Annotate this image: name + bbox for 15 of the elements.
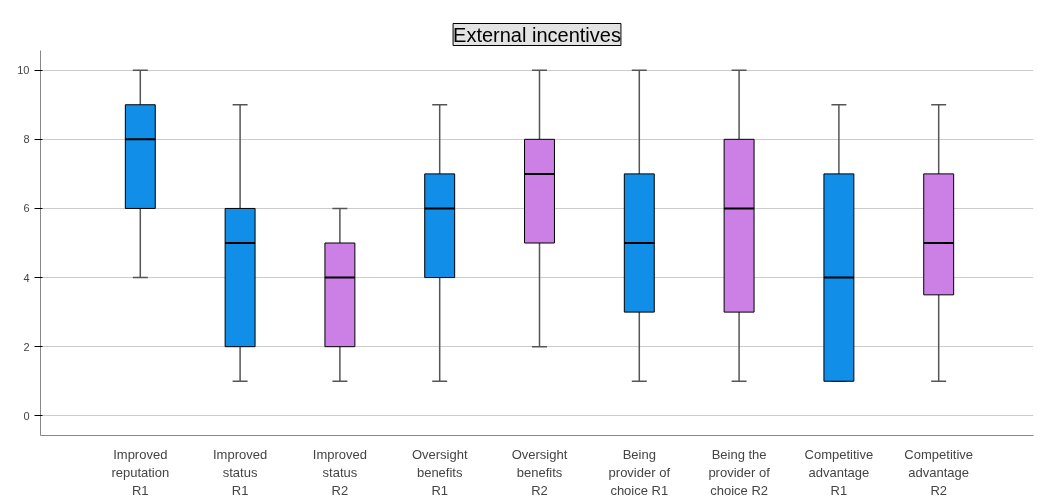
x-tick-label: Improved status R2 [312,446,368,498]
y-tick-label: 10 [17,64,30,77]
x-tick-label: Competitive advantage R2 [904,446,974,498]
y-tick-label: 8 [23,133,30,146]
y-tick-label: 0 [23,409,30,422]
x-tick-label: Improved reputation R1 [111,446,170,498]
x-tick-label: Oversight benefits R2 [511,446,568,498]
x-tick-label: Being the provider of choice R2 [708,446,771,498]
x-tick-label: Oversight benefits R1 [411,446,468,498]
y-tick-label: 2 [23,340,30,353]
y-tick-label: 4 [23,271,30,284]
x-tick-label: Being provider of choice R1 [608,446,671,498]
x-tick-label: Improved status R1 [213,446,268,498]
y-tick-label: 6 [23,202,30,215]
x-tick-label: Competitive advantage R1 [804,446,874,498]
